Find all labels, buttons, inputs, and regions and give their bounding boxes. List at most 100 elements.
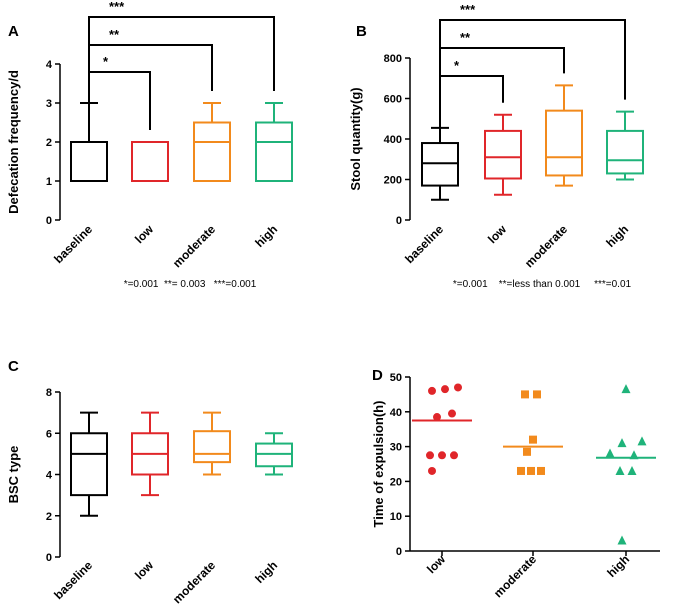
data-point	[533, 390, 541, 399]
significance-bracket: ***	[439, 2, 626, 127]
footnote: *=0.001 **= 0.003 ***=0.001	[124, 279, 257, 290]
data-point	[529, 435, 537, 444]
x-category-label: low	[132, 222, 157, 247]
y-tick-label: 40	[390, 407, 402, 419]
significance-label: **	[109, 27, 120, 42]
data-point	[617, 438, 627, 448]
panel-letter: A	[8, 23, 19, 40]
y-tick-label: 600	[384, 94, 402, 106]
data-point	[450, 451, 458, 460]
box-moderate	[545, 84, 583, 187]
y-axis-title: Defecation frequency/d	[6, 70, 21, 214]
y-axis-title: Stool quantity(g)	[348, 87, 363, 190]
bracket-line	[88, 16, 275, 102]
box-iqr	[484, 129, 522, 180]
y-tick-label: 3	[46, 98, 52, 110]
data-point	[617, 535, 627, 545]
data-point	[441, 385, 449, 394]
x-category-label: high	[252, 558, 280, 586]
box-iqr	[421, 142, 459, 187]
data-point	[637, 436, 647, 446]
x-category-label: low	[424, 552, 449, 577]
box-iqr	[255, 121, 293, 182]
data-point	[627, 465, 637, 475]
y-tick-label: 2	[46, 137, 52, 149]
y-tick-label: 0	[396, 546, 402, 558]
x-category-label: moderate	[170, 222, 218, 270]
bracket-line	[439, 75, 504, 127]
x-category-label: moderate	[491, 552, 539, 600]
y-tick-label: 0	[46, 552, 52, 564]
x-category-label: high	[252, 222, 280, 250]
series-moderate	[503, 390, 563, 556]
x-category-label: low	[485, 222, 510, 247]
significance-label: ***	[109, 0, 125, 14]
bracket-line	[439, 19, 626, 127]
box-baseline	[421, 126, 459, 201]
y-tick-label: 10	[390, 511, 402, 523]
y-tick-label: 20	[390, 476, 402, 488]
x-category-label: baseline	[51, 558, 95, 602]
y-tick-label: 800	[384, 53, 402, 65]
series-low	[412, 383, 472, 556]
data-point	[517, 466, 525, 475]
box-moderate	[193, 102, 231, 182]
y-tick-label: 0	[46, 215, 52, 227]
data-point	[426, 451, 434, 460]
x-category-label: baseline	[402, 222, 446, 266]
data-point	[521, 390, 529, 399]
significance-label: ***	[460, 2, 476, 17]
y-tick-label: 6	[46, 428, 52, 440]
box-iqr	[255, 442, 293, 468]
x-category-label: baseline	[51, 222, 95, 266]
significance-label: **	[460, 30, 471, 45]
y-tick-label: 4	[46, 59, 53, 71]
data-point	[438, 451, 446, 460]
y-tick-label: 30	[390, 442, 402, 454]
panel-letter: B	[356, 23, 367, 40]
box-high	[606, 110, 644, 181]
box-iqr	[70, 141, 108, 182]
y-axis-title: Time of expulsion(h)	[371, 401, 386, 528]
x-category-label: low	[132, 558, 157, 583]
significance-label: *	[103, 54, 109, 69]
data-point	[537, 466, 545, 475]
data-point	[428, 386, 436, 395]
y-tick-label: 8	[46, 387, 52, 399]
box-iqr	[606, 129, 644, 175]
panel-letter: D	[372, 367, 383, 384]
panel-b: B 0 200 400 600 800 Stool quantity(g) baseline l…	[348, 2, 644, 290]
box-baseline	[70, 411, 108, 517]
y-tick-label: 0	[396, 215, 402, 227]
data-point	[605, 448, 615, 458]
y-axis-title: BSC type	[6, 446, 21, 504]
data-point	[448, 409, 456, 418]
panel-letter: C	[8, 358, 19, 375]
box-low	[484, 113, 522, 196]
box-baseline	[70, 102, 108, 182]
y-tick-label: 200	[384, 175, 402, 187]
box-iqr	[193, 121, 231, 182]
panel-d: D 0 10 20 30 40 50 Time of expulsion(h) low moder…	[371, 367, 660, 600]
box-iqr	[70, 432, 108, 497]
y-tick-label: 1	[46, 176, 52, 188]
y-tick-label: 4	[46, 470, 53, 482]
bracket-line	[88, 71, 151, 130]
data-point	[523, 447, 531, 456]
box-low	[131, 411, 169, 497]
x-category-label: high	[603, 222, 631, 250]
y-tick-label: 50	[390, 372, 402, 384]
x-category-label: moderate	[522, 222, 570, 270]
y-tick-label: 2	[46, 511, 52, 523]
box-high	[255, 102, 293, 182]
panel-a: A 0 1 2 3 4 Defecation frequency/d baseline low m…	[6, 0, 293, 290]
data-point	[428, 466, 436, 475]
box-moderate	[193, 411, 231, 476]
data-point	[615, 465, 625, 475]
box-iqr	[131, 141, 169, 182]
panel-c: C 0 2 4 6 8 BSC type baseline low moderate high	[6, 358, 293, 606]
box-low	[131, 141, 169, 182]
significance-bracket: *	[439, 58, 504, 127]
x-category-label: moderate	[170, 558, 218, 606]
